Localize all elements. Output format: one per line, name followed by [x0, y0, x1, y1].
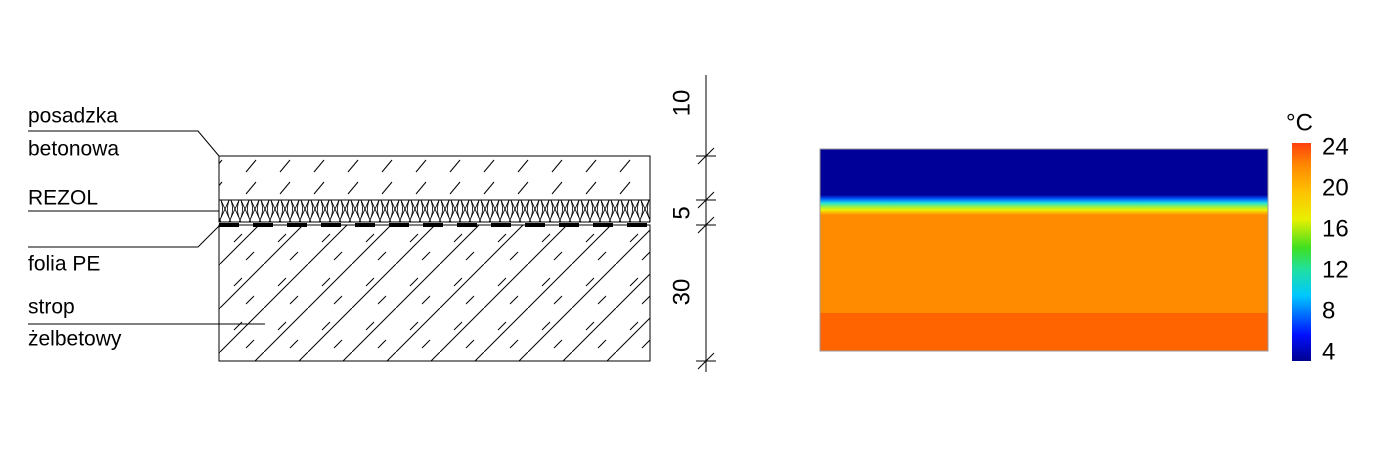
concrete-floor [218, 155, 651, 201]
colorbar-tick-label: 12 [1322, 256, 1349, 283]
colorbar-ticks: 4 8 12 16 20 24 [1322, 133, 1349, 365]
layer-label: posadzka [28, 105, 118, 128]
colorbar-tick-label: 24 [1322, 133, 1349, 160]
colorbar-unit: °C [1286, 109, 1313, 136]
colorbar [1292, 143, 1311, 361]
colorbar-tick-label: 4 [1322, 338, 1335, 365]
slab [218, 224, 651, 362]
leader [28, 225, 220, 248]
dimension-label: 30 [668, 279, 695, 306]
layer-label: strop [28, 296, 75, 319]
layer-label: żelbetowy [28, 328, 122, 351]
dimension-label: 10 [668, 90, 695, 117]
colorbar-tick-label: 20 [1322, 174, 1349, 201]
layer-label: REZOL [28, 187, 98, 210]
layer-label: betonowa [28, 138, 119, 161]
leader [28, 130, 220, 157]
thermal-map [819, 148, 1269, 352]
dimension-label: 5 [668, 206, 695, 219]
layer-label: folia PE [28, 253, 100, 276]
section-drawing: posadzka betonowa REZOL folia PE strop ż… [28, 105, 651, 362]
colorbar-tick-label: 16 [1322, 215, 1349, 242]
insulation [218, 199, 651, 223]
dimension-line [696, 75, 716, 372]
colorbar-tick-label: 8 [1322, 297, 1335, 324]
